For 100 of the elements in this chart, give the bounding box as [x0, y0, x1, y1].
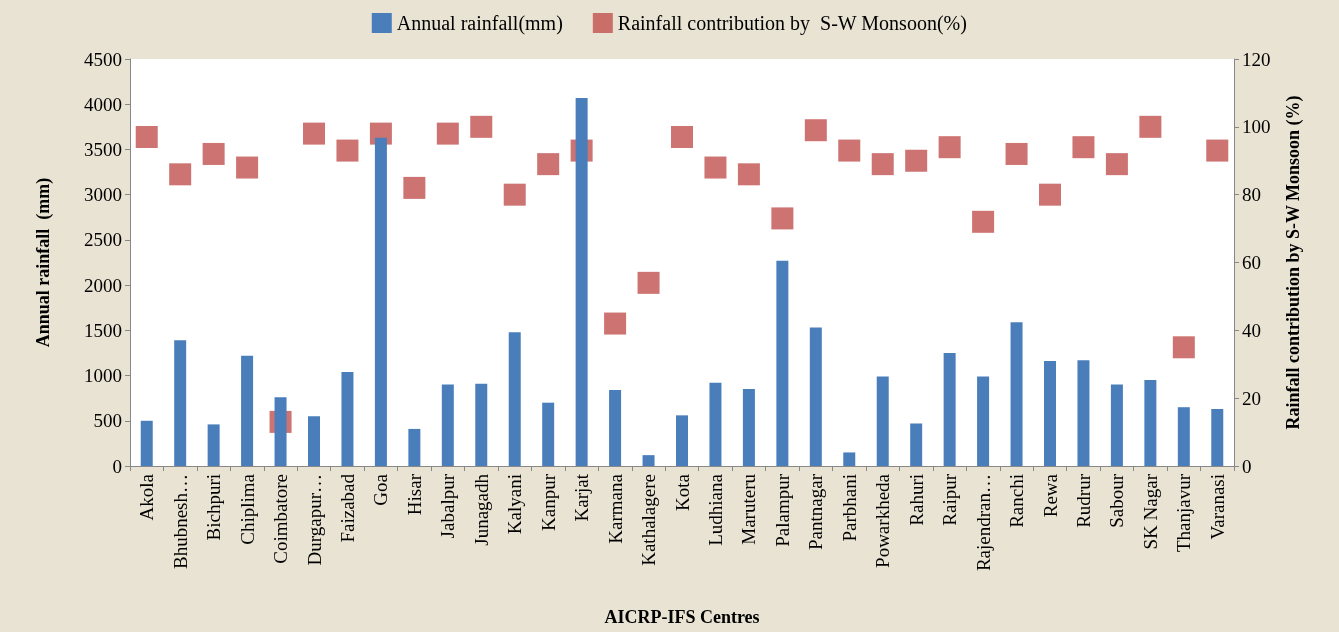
x-tick-label: Chiplima [236, 473, 258, 545]
x-tick-label: Kanpur [537, 473, 559, 531]
x-tick-label: Karjat [571, 473, 593, 522]
bar [809, 327, 822, 466]
bar [140, 420, 153, 466]
bar [676, 415, 688, 466]
y-tick-label: 1000 [84, 365, 122, 387]
point [436, 122, 459, 145]
point [1039, 183, 1061, 206]
x-tick-label: Kota [671, 473, 693, 511]
bar [910, 423, 923, 466]
bar [1077, 360, 1090, 466]
bar [207, 424, 220, 466]
x-tick-label: Rudrur [1072, 473, 1094, 528]
point [303, 122, 325, 145]
point [1172, 336, 1195, 359]
point [403, 176, 426, 199]
y-tick-label: 4500 [84, 48, 122, 70]
bar [274, 397, 287, 466]
x-tick-label: Rahuri [905, 474, 927, 526]
bar [1044, 361, 1056, 466]
bar [341, 371, 354, 466]
y-tick-label: 3000 [84, 184, 122, 206]
x-tick-label: Ludhiana [704, 473, 726, 546]
point [1072, 136, 1095, 159]
bar [876, 376, 889, 466]
x-tick-label: Varanasi [1206, 474, 1228, 540]
point [1139, 115, 1162, 138]
bar [542, 402, 555, 466]
x-tick-label: Kathalagere [638, 474, 660, 566]
x-tick-label: Karmana [604, 473, 626, 544]
bar [475, 383, 488, 466]
legend-label: Annual rainfall(mm) [396, 12, 563, 35]
x-axis-title: AICRP-IFS Centres [604, 607, 760, 627]
point [1206, 139, 1229, 162]
bar [843, 452, 856, 466]
point [336, 139, 359, 162]
y2-tick-label: 0 [1242, 455, 1252, 477]
x-tick-label: Thanjavur [1173, 473, 1195, 553]
y2-tick-label: 20 [1242, 387, 1261, 409]
bar [1177, 407, 1190, 466]
point [169, 163, 192, 186]
y-tick-label: 500 [93, 410, 122, 432]
y-tick-label: 0 [112, 455, 122, 477]
x-tick-label: Rajendran… [972, 474, 994, 572]
x-tick-label: Maruteru [738, 473, 760, 545]
bar [441, 384, 454, 466]
y2-tick-label: 40 [1242, 319, 1261, 341]
bar [742, 389, 755, 466]
bar [1010, 322, 1023, 466]
bar [1144, 380, 1157, 466]
y-tick-label: 1500 [84, 319, 122, 341]
bar [642, 455, 655, 466]
x-tick-label: Bhubnesh… [169, 474, 191, 569]
x-tick-label: Bichpuri [203, 474, 225, 541]
point [503, 183, 526, 206]
point [938, 136, 961, 159]
x-tick-label: Akola [136, 473, 158, 521]
point [671, 126, 693, 149]
point [470, 115, 493, 138]
bar [408, 428, 421, 466]
y2-tick-label: 100 [1242, 116, 1271, 138]
y-tick-label: 4000 [84, 93, 122, 115]
bar [241, 355, 254, 466]
point [1105, 153, 1128, 176]
x-tick-label: Rewa [1039, 473, 1061, 518]
bar [943, 352, 956, 466]
point [771, 207, 794, 230]
x-tick-label: Durgapur… [303, 474, 325, 566]
bar [374, 137, 387, 466]
y2-axis-title: Rainfall contribution by S-W Monsoon (%) [1283, 95, 1304, 430]
point [871, 153, 894, 176]
y-tick-label: 2500 [84, 229, 122, 251]
bar [709, 382, 722, 466]
point [804, 119, 827, 142]
x-tick-label: SK Nagar [1139, 473, 1161, 550]
point [1005, 142, 1028, 165]
y2-tick-label: 80 [1242, 184, 1261, 206]
x-tick-label: Coimbatore [270, 474, 292, 564]
x-tick-label: Powarkheda [872, 473, 894, 568]
x-tick-label: Hisar [403, 473, 425, 516]
point [604, 312, 627, 335]
x-tick-label: Faizabad [336, 473, 358, 543]
point [135, 126, 158, 149]
y-tick-label: 3500 [84, 138, 122, 160]
point [236, 156, 259, 179]
y-axis-title: Annual rainfall (mm) [33, 177, 54, 348]
x-tick-label: Pantnagar [805, 473, 827, 550]
y-tick-label: 2000 [84, 274, 122, 296]
y2-tick-label: 120 [1242, 48, 1271, 70]
bar [508, 332, 521, 466]
bar [776, 260, 789, 466]
point [838, 139, 861, 162]
bar [575, 97, 588, 466]
bar [308, 416, 320, 466]
point [905, 149, 928, 172]
x-tick-label: Raipur [939, 473, 961, 526]
x-tick-label: Junagadh [470, 473, 492, 546]
x-tick-label: Jabalpur [437, 473, 459, 539]
x-tick-label: Parbhani [838, 474, 860, 542]
